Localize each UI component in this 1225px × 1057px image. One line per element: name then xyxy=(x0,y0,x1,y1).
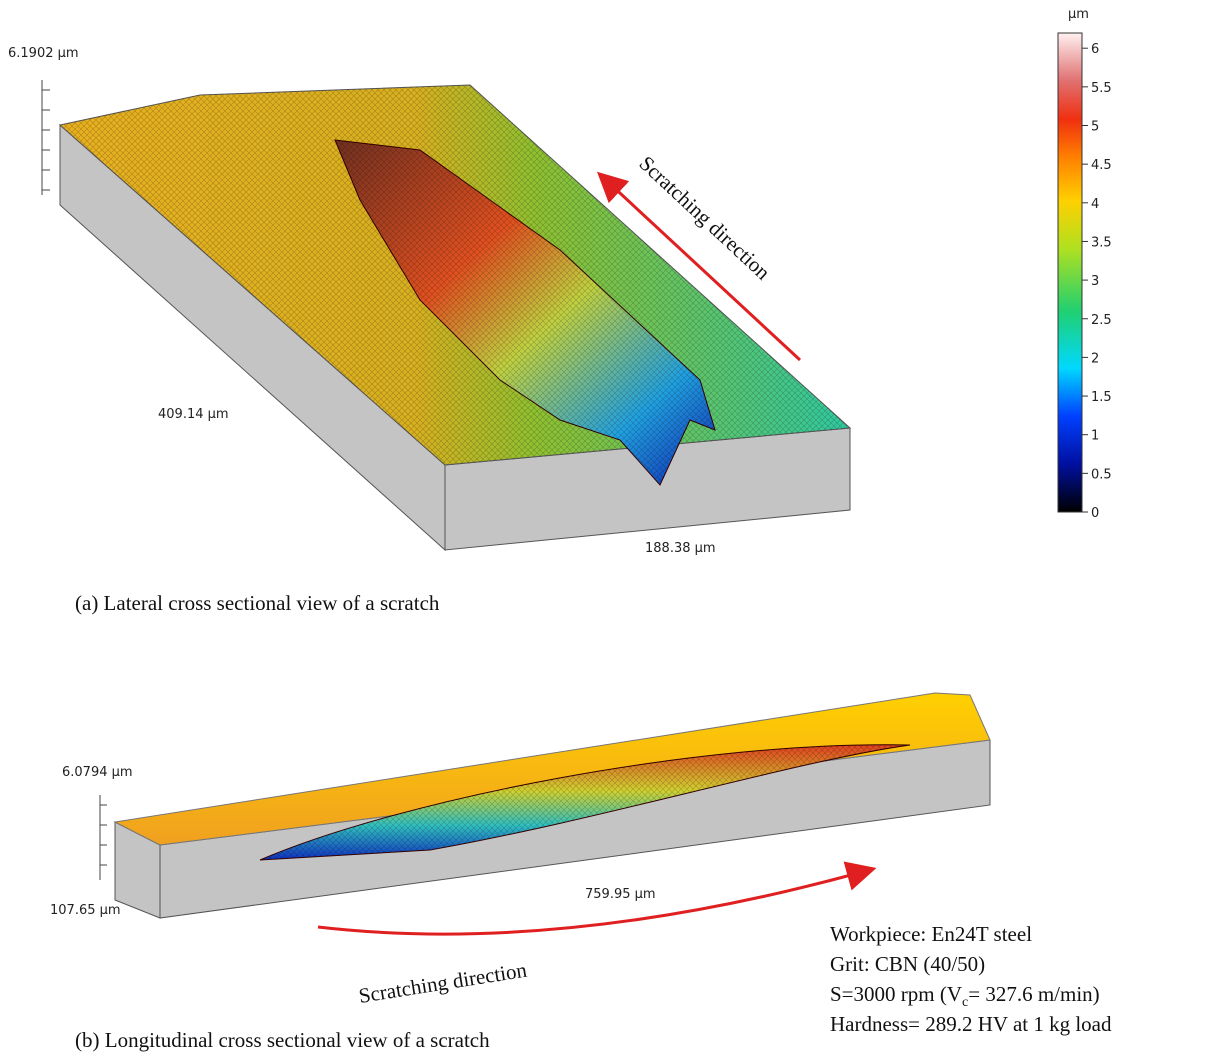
z-max-label: 6.1902 µm xyxy=(8,46,79,61)
colorbar-tick-label: 5 xyxy=(1091,120,1099,135)
arrow-label: Scratching direction xyxy=(357,958,529,1008)
z-max-label: 6.0794 µm xyxy=(62,765,133,780)
colorbar-unit: µm xyxy=(1068,7,1089,22)
colorbar-tick-label: 4 xyxy=(1091,197,1099,212)
condition-part: S=3000 rpm (V xyxy=(830,982,962,1006)
colorbar-tick-label: 4.5 xyxy=(1091,158,1112,173)
colorbar-tick-label: 2.5 xyxy=(1091,313,1112,328)
colorbar-tick-label: 3 xyxy=(1091,274,1099,289)
condition-sub: c xyxy=(962,995,968,1010)
condition: Hardness= 289.2 HV at 1 kg load xyxy=(830,1012,1112,1036)
caption: (a) Lateral cross sectional view of a sc… xyxy=(75,591,440,615)
colorbar-tick-label: 6 xyxy=(1091,42,1099,57)
condition-part: = 327.6 m/min) xyxy=(968,982,1099,1006)
width-label: 107.65 µm xyxy=(50,903,121,918)
colorbar-tick-label: 1 xyxy=(1091,429,1099,444)
colorbar-tick-label: 1.5 xyxy=(1091,390,1112,405)
colorbar-tick-label: 5.5 xyxy=(1091,81,1112,96)
colorbar-tick-label: 2 xyxy=(1091,351,1099,366)
condition: Grit: CBN (40/50) xyxy=(830,952,985,976)
surface-a xyxy=(41,80,852,552)
length-label: 759.95 µm xyxy=(585,887,656,902)
colorbar-tick-label: 0 xyxy=(1091,506,1099,521)
colorbar-tick-label: 3.5 xyxy=(1091,235,1112,250)
caption: (b) Longitudinal cross sectional view of… xyxy=(75,1028,490,1052)
surface-b xyxy=(99,692,991,936)
width-label: 188.38 µm xyxy=(645,541,716,556)
colorbar-tick-label: 0.5 xyxy=(1091,467,1112,482)
conditions: Workpiece: En24T steel Grit: CBN (40/50)… xyxy=(830,922,1112,1036)
length-label: 409.14 µm xyxy=(158,407,229,422)
condition: Workpiece: En24T steel xyxy=(830,922,1032,946)
condition: S=3000 rpm (Vc= 327.6 m/min) xyxy=(830,982,1100,1010)
colorbar: 6 5.5 5 4.5 4 3.5 3 2.5 2 1.5 1 0.5 0 xyxy=(1057,32,1112,521)
